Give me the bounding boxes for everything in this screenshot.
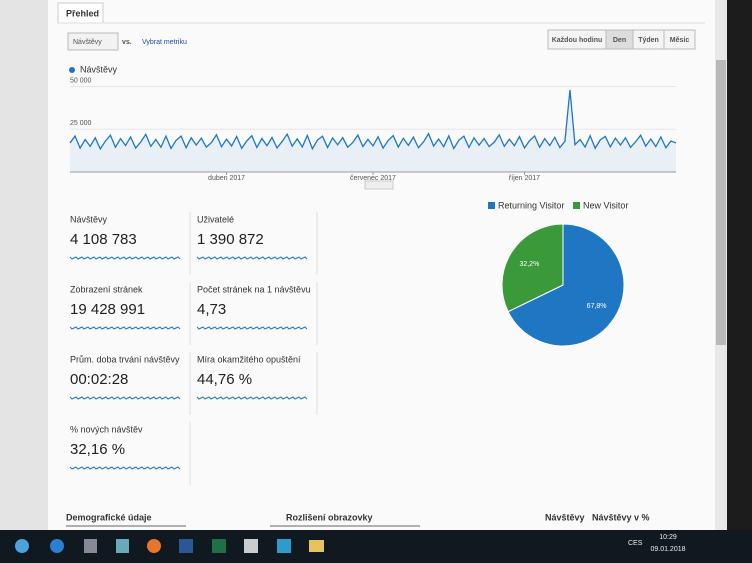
legend-dot <box>69 67 75 73</box>
icon[interactable] <box>50 539 64 553</box>
sparkline <box>196 326 308 330</box>
taskbar-icons <box>15 539 324 553</box>
metric-label: Zobrazení stránek <box>70 284 143 294</box>
metric-value: 4,73 <box>197 301 226 318</box>
metric-label: Návštěvy <box>73 39 102 46</box>
bottom-left: Demografické údaje <box>66 512 152 522</box>
interval-label: Každou hodinu <box>552 37 603 44</box>
tab-label: Přehled <box>66 8 99 18</box>
icon[interactable] <box>147 539 161 553</box>
icon[interactable] <box>116 539 129 553</box>
metric-value: 44,76 % <box>197 371 252 388</box>
metric-value: 32,16 % <box>70 441 125 458</box>
icon[interactable] <box>84 539 97 553</box>
icon[interactable] <box>212 539 226 553</box>
metric-value: 00:02:28 <box>70 371 128 388</box>
metric-label: Návštěvy <box>70 214 108 224</box>
sparkline <box>69 396 181 400</box>
interval-label: Den <box>613 37 626 44</box>
icon[interactable] <box>15 539 29 553</box>
legend-label: Returning Visitor <box>498 200 564 210</box>
icon[interactable] <box>309 540 324 552</box>
metric-label: Prům. doba trvání návštěvy <box>70 354 180 364</box>
x-tick-label: červenec 2017 <box>350 175 396 182</box>
sparkline <box>69 256 181 260</box>
lang: CES <box>628 540 643 547</box>
bottom-middle: Rozlišení obrazovky <box>286 512 373 522</box>
collapse-handle[interactable] <box>364 180 394 190</box>
interval-label: Měsíc <box>670 37 690 44</box>
pie-slice <box>507 223 625 347</box>
date: 09.01.2018 <box>650 546 685 553</box>
x-tick-label: říjen 2017 <box>509 175 540 182</box>
line <box>69 89 677 151</box>
sparkline <box>69 466 181 470</box>
icon[interactable] <box>277 539 291 553</box>
sparkline <box>69 326 181 330</box>
y-tick-label: 25 000 <box>70 120 92 127</box>
metric-value: 4 108 783 <box>70 231 137 248</box>
pie-label: 67,8% <box>587 303 607 310</box>
legend-label: Návštěvy <box>80 64 118 74</box>
clock: 10:29 <box>659 534 677 541</box>
select-metric[interactable]: Vybrat metriku <box>142 39 187 46</box>
legend-label: New Visitor <box>583 200 628 210</box>
metric-label: Míra okamžitého opuštění <box>197 354 301 364</box>
sparkline <box>196 396 308 400</box>
metric-value: 1 390 872 <box>197 231 264 248</box>
interval-button[interactable] <box>663 29 696 50</box>
pie-slice <box>501 223 564 313</box>
vs-label: vs. <box>122 39 132 46</box>
scroll-thumb[interactable] <box>716 60 726 345</box>
area <box>70 89 676 172</box>
legend-swatch <box>573 202 580 209</box>
bottom-col1: Návštěvy <box>545 512 585 522</box>
bottom-col2: Návštěvy v % <box>592 512 650 522</box>
bezel <box>727 0 752 530</box>
metric-select[interactable] <box>67 32 119 51</box>
icon[interactable] <box>244 539 258 553</box>
metric-label: % nových návštěv <box>70 424 143 434</box>
sparkline <box>196 256 308 260</box>
x-tick-label: duben 2017 <box>208 175 245 182</box>
y-tick-label: 50 000 <box>70 77 92 84</box>
icon[interactable] <box>179 539 193 553</box>
pie-label: 32,2% <box>519 261 539 268</box>
metric-label: Uživatelé <box>197 214 234 224</box>
metric-label: Počet stránek na 1 návštěvu <box>197 284 311 294</box>
legend-swatch <box>488 202 495 209</box>
interval-label: Týden <box>638 37 659 44</box>
metric-value: 19 428 991 <box>70 301 145 318</box>
